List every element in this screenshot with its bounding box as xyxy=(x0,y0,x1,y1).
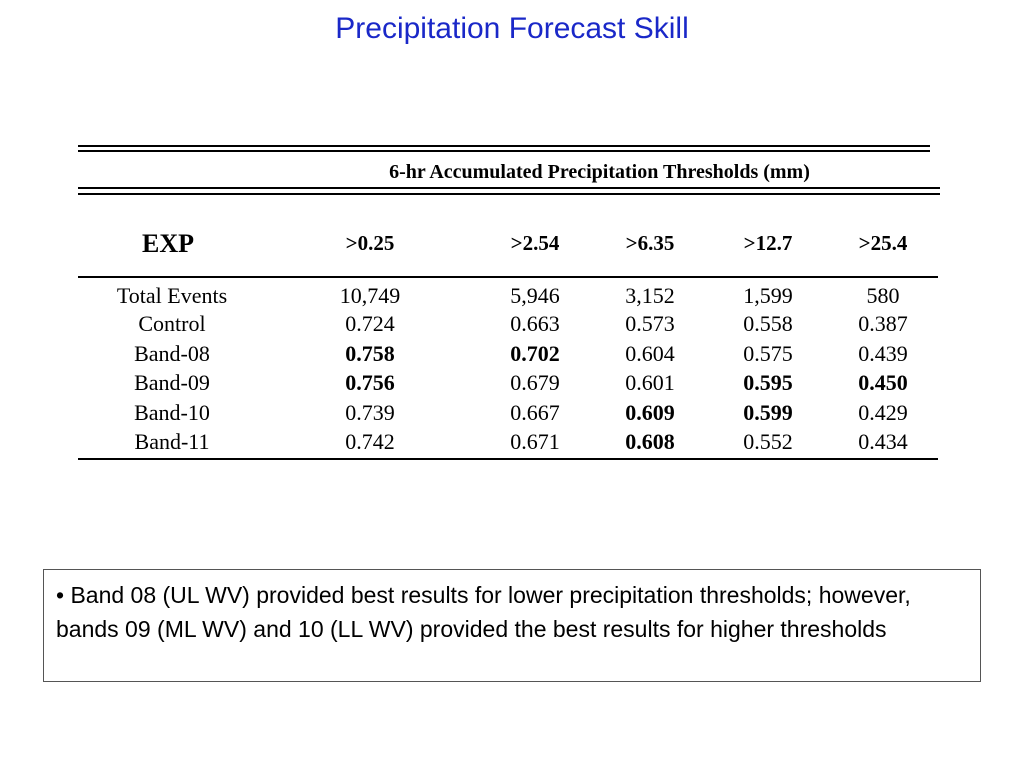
slide-title: Precipitation Forecast Skill xyxy=(335,12,689,45)
table-cell: 0.552 xyxy=(743,429,793,454)
table-cell: 0.599 xyxy=(743,400,793,425)
table-cell: 0.608 xyxy=(625,429,675,454)
column-header: >2.54 xyxy=(510,231,560,255)
table-cell: 10,749 xyxy=(339,283,401,308)
table-cell: 0.575 xyxy=(743,341,793,366)
table-cell: 0.756 xyxy=(345,370,395,395)
column-header: >6.35 xyxy=(625,231,675,255)
table-cell: 0.558 xyxy=(743,311,793,336)
summary-note: • Band 08 (UL WV) provided best results … xyxy=(43,569,981,682)
table-cell: 0.671 xyxy=(510,429,560,454)
table-cell: 0.679 xyxy=(510,370,560,395)
table-cell: 0.724 xyxy=(345,311,395,336)
row-label: Control xyxy=(138,311,206,336)
table-top-rule-2 xyxy=(78,150,930,152)
table-top-rule xyxy=(78,145,930,147)
table-header-rule xyxy=(78,276,938,278)
table-cell: 5,946 xyxy=(510,283,560,308)
table-cell: 3,152 xyxy=(625,283,675,308)
table-mid-rule xyxy=(78,187,940,189)
table-cell: 0.742 xyxy=(345,429,395,454)
table-cell: 0.595 xyxy=(743,370,793,395)
table-cell: 1,599 xyxy=(743,283,793,308)
column-header: >12.7 xyxy=(743,231,793,255)
table-cell: 0.663 xyxy=(510,311,560,336)
row-label: Band-09 xyxy=(134,370,210,395)
table-cell: 0.702 xyxy=(510,341,560,366)
results-table: 6-hr Accumulated Precipitation Threshold… xyxy=(78,145,940,461)
row-label: Total Events xyxy=(116,283,228,308)
table-caption: 6-hr Accumulated Precipitation Threshold… xyxy=(389,161,810,183)
table-bottom-rule xyxy=(78,458,938,460)
table-cell: 0.573 xyxy=(625,311,675,336)
table-mid-rule-2 xyxy=(78,193,940,195)
table-cell: 0.434 xyxy=(858,429,908,454)
table-cell: 0.604 xyxy=(625,341,675,366)
row-label: Band-11 xyxy=(134,429,210,454)
table-cell: 0.429 xyxy=(858,400,908,425)
table-cell: 0.601 xyxy=(625,370,675,395)
table-cell: 0.609 xyxy=(625,400,675,425)
table-cell: 0.739 xyxy=(345,400,395,425)
table-cell: 0.450 xyxy=(858,370,908,395)
table-cell: 0.667 xyxy=(510,400,560,425)
table-cell: 0.439 xyxy=(858,341,908,366)
column-header: >25.4 xyxy=(858,231,908,255)
table-cell: 0.387 xyxy=(858,311,908,336)
row-label: Band-08 xyxy=(134,341,210,366)
table-cell: 0.758 xyxy=(345,341,395,366)
column-header: >0.25 xyxy=(345,231,395,255)
row-header-label: EXP xyxy=(142,229,194,258)
table-cell: 580 xyxy=(866,283,900,308)
row-label: Band-10 xyxy=(134,400,210,425)
